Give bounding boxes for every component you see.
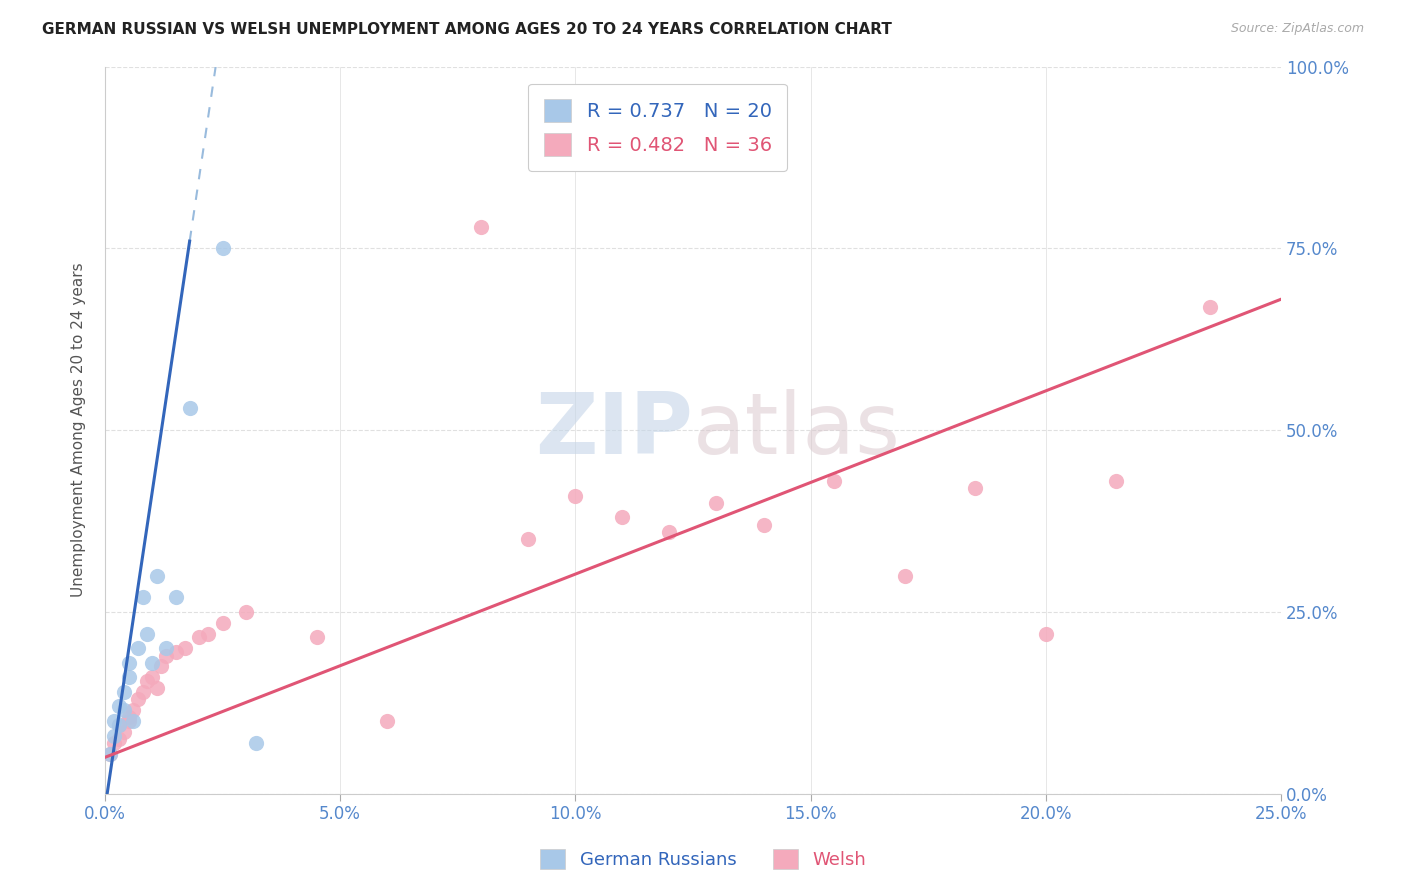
Point bbox=[517, 532, 540, 546]
Point bbox=[165, 645, 187, 659]
Point bbox=[179, 401, 201, 416]
Point bbox=[108, 732, 131, 747]
Point bbox=[103, 729, 125, 743]
Point bbox=[117, 656, 139, 670]
Point bbox=[1105, 474, 1128, 488]
Point bbox=[112, 703, 135, 717]
Point bbox=[1035, 626, 1057, 640]
Point bbox=[136, 673, 159, 688]
Point bbox=[470, 219, 492, 234]
Point bbox=[564, 489, 586, 503]
Y-axis label: Unemployment Among Ages 20 to 24 years: Unemployment Among Ages 20 to 24 years bbox=[72, 263, 86, 598]
Point bbox=[823, 474, 845, 488]
Point bbox=[98, 747, 121, 761]
Point bbox=[108, 717, 131, 731]
Point bbox=[188, 631, 211, 645]
Point bbox=[245, 736, 267, 750]
Point bbox=[117, 714, 139, 728]
Point bbox=[141, 656, 163, 670]
Point bbox=[155, 641, 177, 656]
Point bbox=[197, 626, 219, 640]
Point bbox=[117, 710, 139, 724]
Point bbox=[165, 591, 187, 605]
Text: ZIP: ZIP bbox=[536, 389, 693, 472]
Point bbox=[127, 692, 149, 706]
Point bbox=[211, 615, 233, 630]
Point bbox=[131, 685, 153, 699]
Point bbox=[127, 641, 149, 656]
Point bbox=[108, 699, 131, 714]
Point bbox=[131, 591, 153, 605]
Point bbox=[706, 496, 728, 510]
Point bbox=[965, 481, 987, 495]
Point bbox=[174, 641, 197, 656]
Point bbox=[145, 568, 167, 582]
Point bbox=[122, 703, 145, 717]
Point bbox=[658, 524, 681, 539]
Point bbox=[122, 714, 145, 728]
Point bbox=[103, 714, 125, 728]
Point bbox=[155, 648, 177, 663]
Point bbox=[112, 685, 135, 699]
Point bbox=[145, 681, 167, 696]
Point bbox=[150, 659, 173, 673]
Point bbox=[136, 626, 159, 640]
Legend: German Russians, Welsh: German Russians, Welsh bbox=[531, 839, 875, 879]
Point bbox=[98, 747, 121, 761]
Point bbox=[112, 724, 135, 739]
Point bbox=[893, 568, 915, 582]
Point bbox=[211, 241, 233, 255]
Legend: R = 0.737   N = 20, R = 0.482   N = 36: R = 0.737 N = 20, R = 0.482 N = 36 bbox=[529, 84, 787, 171]
Point bbox=[1199, 300, 1222, 314]
Point bbox=[752, 517, 775, 532]
Point bbox=[103, 736, 125, 750]
Text: Source: ZipAtlas.com: Source: ZipAtlas.com bbox=[1230, 22, 1364, 36]
Point bbox=[117, 670, 139, 684]
Point bbox=[612, 510, 634, 524]
Text: atlas: atlas bbox=[693, 389, 901, 472]
Point bbox=[305, 631, 328, 645]
Text: GERMAN RUSSIAN VS WELSH UNEMPLOYMENT AMONG AGES 20 TO 24 YEARS CORRELATION CHART: GERMAN RUSSIAN VS WELSH UNEMPLOYMENT AMO… bbox=[42, 22, 891, 37]
Point bbox=[141, 670, 163, 684]
Point bbox=[108, 717, 131, 731]
Point bbox=[235, 605, 257, 619]
Point bbox=[375, 714, 398, 728]
